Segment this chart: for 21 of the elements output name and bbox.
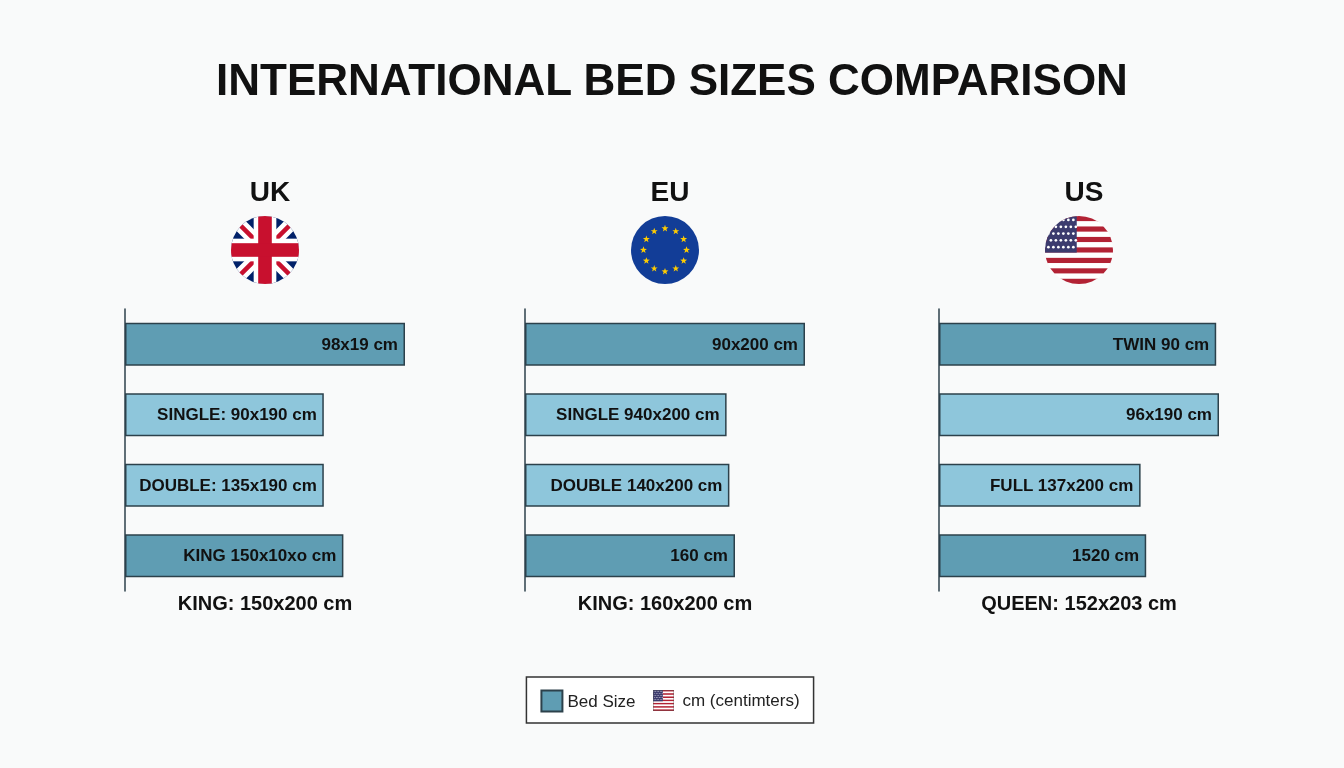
- chart-title: UK: [249, 175, 291, 207]
- y-tick-label: DOUBLE 140x200 cm: [550, 475, 723, 495]
- y-tick-label: 1520 cm: [1072, 546, 1140, 566]
- text: KING: 150x200 cm: [177, 592, 353, 614]
- chart-title: EU: [650, 175, 690, 207]
- y-tick-label: SINGLE: 90x190 cm: [157, 405, 317, 425]
- y-tick-label: 160 cm: [670, 546, 729, 566]
- text: cm (centimters): [682, 690, 800, 710]
- y-tick-label: FULL 137x200 cm: [989, 475, 1134, 495]
- y-tick-label: KING 150x10xo cm: [183, 546, 337, 566]
- y-tick-label: 98x19 cm: [321, 334, 399, 354]
- text: KING: 160x200 cm: [577, 592, 753, 614]
- text: QUEEN: 152x203 cm: [981, 592, 1177, 614]
- text: INTERNATIONAL BED SIZES COMPARISON: [215, 54, 1129, 106]
- y-tick-label: DOUBLE: 135x190 cm: [139, 475, 317, 495]
- y-tick-label: SINGLE 940x200 cm: [556, 405, 720, 425]
- y-tick-label: 90x200 cm: [711, 334, 799, 354]
- legend-label: Bed Size: [567, 691, 636, 711]
- y-tick-label: 96x190 cm: [1125, 405, 1213, 425]
- chart-title: US: [1064, 175, 1104, 207]
- y-tick-label: TWIN 90 cm: [1112, 334, 1210, 354]
